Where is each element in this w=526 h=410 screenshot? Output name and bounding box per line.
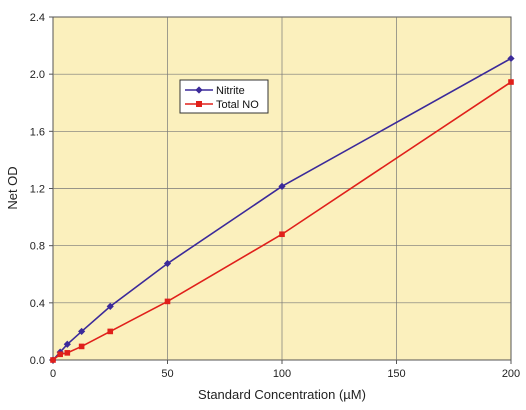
y-tick-label: 1.6 (30, 126, 45, 138)
y-tick-label: 0.0 (30, 355, 45, 367)
x-tick-label: 0 (50, 368, 56, 380)
legend: Nitrite Total NO (179, 79, 269, 114)
y-tick-label: 2.0 (30, 69, 45, 81)
legend-marker-total-no (196, 101, 202, 107)
data-point (508, 79, 514, 85)
y-axis-title: Net OD (5, 166, 20, 209)
grid (49, 16, 512, 364)
data-point (163, 259, 172, 268)
data-point (64, 350, 71, 356)
data-point (107, 328, 114, 335)
x-axis-title: Standard Concentration (µM) (198, 387, 366, 402)
data-point (507, 54, 515, 63)
series-total-no (50, 79, 514, 363)
x-tick-label: 150 (387, 368, 405, 380)
data-point (50, 357, 56, 363)
y-tick-label: 0.4 (30, 298, 45, 310)
series-layer (49, 54, 515, 364)
y-tick-label: 2.4 (30, 12, 45, 24)
y-tick-label: 0.8 (30, 241, 45, 253)
x-tick-label: 200 (502, 368, 520, 380)
legend-label-total-no: Total NO (216, 99, 259, 111)
data-point (106, 302, 114, 311)
x-tick-label: 50 (161, 368, 173, 380)
data-point (78, 327, 86, 336)
data-point (63, 340, 71, 348)
y-tick-label: 1.2 (30, 184, 45, 196)
legend-marker-nitrite (195, 86, 203, 94)
data-point (279, 231, 285, 238)
legend-label-nitrite: Nitrite (216, 85, 245, 97)
data-point (57, 351, 63, 358)
tick-labels: 0 50 100 150 200 0.0 0.4 0.8 1.2 1.6 2.0 2.4 (30, 12, 520, 380)
x-tick-label: 100 (273, 368, 291, 380)
legend-box (179, 79, 269, 114)
data-point (78, 343, 85, 350)
data-point (278, 182, 286, 190)
data-point (164, 298, 171, 305)
